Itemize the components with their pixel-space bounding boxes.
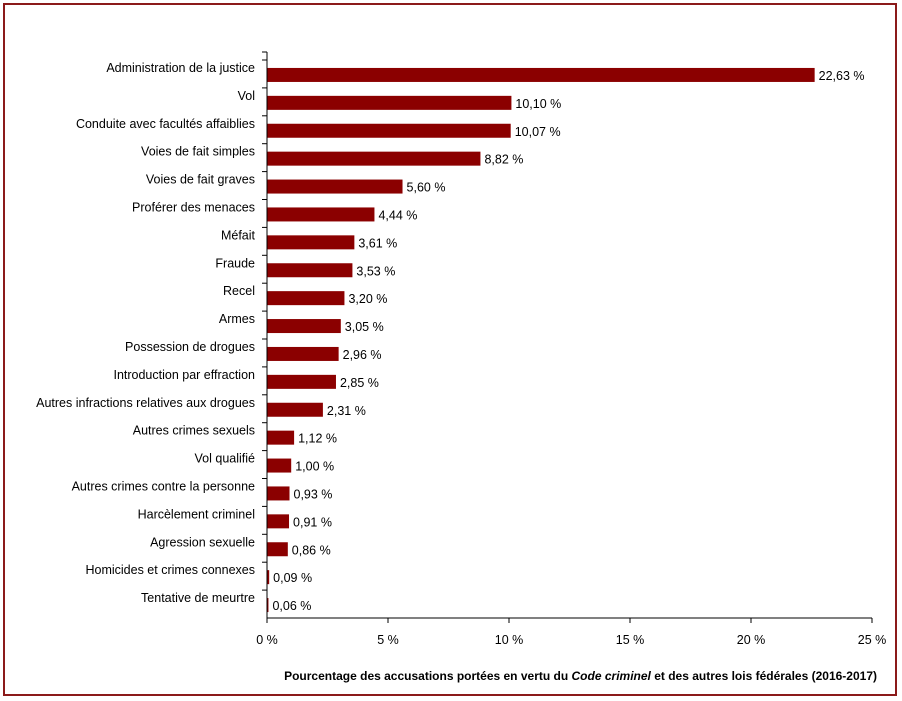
bar-14 <box>267 458 292 473</box>
bar-13 <box>267 430 295 445</box>
value-label-1: 10,10 % <box>515 97 561 111</box>
bar-19 <box>267 598 269 613</box>
bar-16 <box>267 514 290 529</box>
category-label-16: Harcèlement criminel <box>138 507 255 521</box>
category-label-11: Introduction par effraction <box>113 368 255 382</box>
tick-labels: 0 % 5 % 10 % 15 % 20 % 25 % <box>256 633 886 647</box>
value-label-18: 0,09 % <box>273 571 312 585</box>
category-label-4: Voies de fait graves <box>146 173 255 187</box>
category-label-3: Voies de fait simples <box>141 145 255 159</box>
category-label-7: Fraude <box>215 256 255 270</box>
value-label-3: 8,82 % <box>484 153 523 167</box>
category-label-5: Proférer des menaces <box>132 200 255 214</box>
category-label-13: Autres crimes sexuels <box>133 424 255 438</box>
bar-15 <box>267 486 290 501</box>
value-label-15: 0,93 % <box>294 487 333 501</box>
category-label-19: Tentative de meurtre <box>141 591 255 605</box>
bar-10 <box>267 346 339 361</box>
category-label-2: Conduite avec facultés affaiblies <box>76 117 255 131</box>
category-label-14: Vol qualifié <box>195 452 256 466</box>
category-label-0: Administration de la justice <box>106 61 255 75</box>
chart-frame <box>3 3 897 696</box>
bars-group <box>267 67 815 613</box>
category-label-12: Autres infractions relatives aux drogues <box>36 396 255 410</box>
value-label-8: 3,20 % <box>348 292 387 306</box>
category-label-8: Recel <box>223 284 255 298</box>
value-label-11: 2,85 % <box>340 376 379 390</box>
value-label-9: 3,05 % <box>345 320 384 334</box>
value-label-13: 1,12 % <box>298 432 337 446</box>
bar-6 <box>267 235 355 250</box>
value-label-19: 0,06 % <box>272 599 311 613</box>
category-label-9: Armes <box>219 312 255 326</box>
category-label-17: Agression sexuelle <box>150 535 255 549</box>
value-labels: 22,63 % 10,10 % 10,07 % 8,82 % 5,60 % 4,44 % 3… <box>272 69 864 613</box>
category-label-6: Méfait <box>221 228 256 242</box>
value-label-0: 22,63 % <box>819 69 865 83</box>
bar-1 <box>267 95 512 110</box>
category-label-10: Possession de drogues <box>125 340 255 354</box>
bar-18 <box>267 570 270 585</box>
x-tick-label-2: 10 % <box>495 633 524 647</box>
bar-11 <box>267 374 336 389</box>
category-label-1: Vol <box>238 89 255 103</box>
x-axis-label: Pourcentage des accusations portées en v… <box>284 669 877 683</box>
bar-17 <box>267 542 288 557</box>
bar-9 <box>267 319 341 334</box>
bar-7 <box>267 263 353 278</box>
value-label-17: 0,86 % <box>292 543 331 557</box>
value-label-6: 3,61 % <box>358 236 397 250</box>
value-label-4: 5,60 % <box>407 181 446 195</box>
x-axis-label-after: et des autres lois fédérales (2016-2017) <box>651 669 877 683</box>
x-tick-label-4: 20 % <box>737 633 766 647</box>
category-label-18: Homicides et crimes connexes <box>85 563 255 577</box>
x-tick-label-3: 15 % <box>616 633 645 647</box>
category-label-15: Autres crimes contre la personne <box>72 479 255 493</box>
category-labels: Administration de la justice Vol Conduite … <box>36 61 255 605</box>
x-tick-label-5: 25 % <box>858 633 887 647</box>
x-axis-label-italic: Code criminel <box>572 669 652 683</box>
x-tick-label-1: 5 % <box>377 633 399 647</box>
value-label-2: 10,07 % <box>515 125 561 139</box>
value-label-7: 3,53 % <box>356 264 395 278</box>
bar-8 <box>267 291 345 306</box>
bar-5 <box>267 207 375 222</box>
value-label-14: 1,00 % <box>295 460 334 474</box>
x-axis-label-before: Pourcentage des accusations portées en v… <box>284 669 571 683</box>
value-label-10: 2,96 % <box>343 348 382 362</box>
bar-4 <box>267 179 403 194</box>
bar-12 <box>267 402 323 417</box>
value-label-5: 4,44 % <box>378 208 417 222</box>
axes <box>262 51 873 623</box>
bar-0 <box>267 67 815 82</box>
bar-3 <box>267 151 481 166</box>
x-tick-label-0: 0 % <box>256 633 278 647</box>
value-label-16: 0,91 % <box>293 515 332 529</box>
bar-2 <box>267 123 511 138</box>
value-label-12: 2,31 % <box>327 404 366 418</box>
